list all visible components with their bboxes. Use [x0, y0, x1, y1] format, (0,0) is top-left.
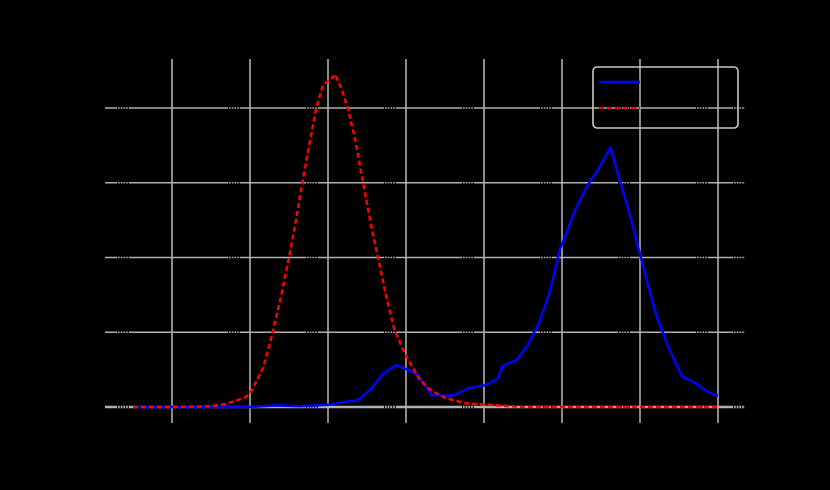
legend [592, 66, 739, 129]
data-series [133, 73, 719, 409]
legend-frame [592, 66, 739, 129]
series-line-red [133, 73, 718, 409]
series-line-blue [133, 146, 719, 409]
